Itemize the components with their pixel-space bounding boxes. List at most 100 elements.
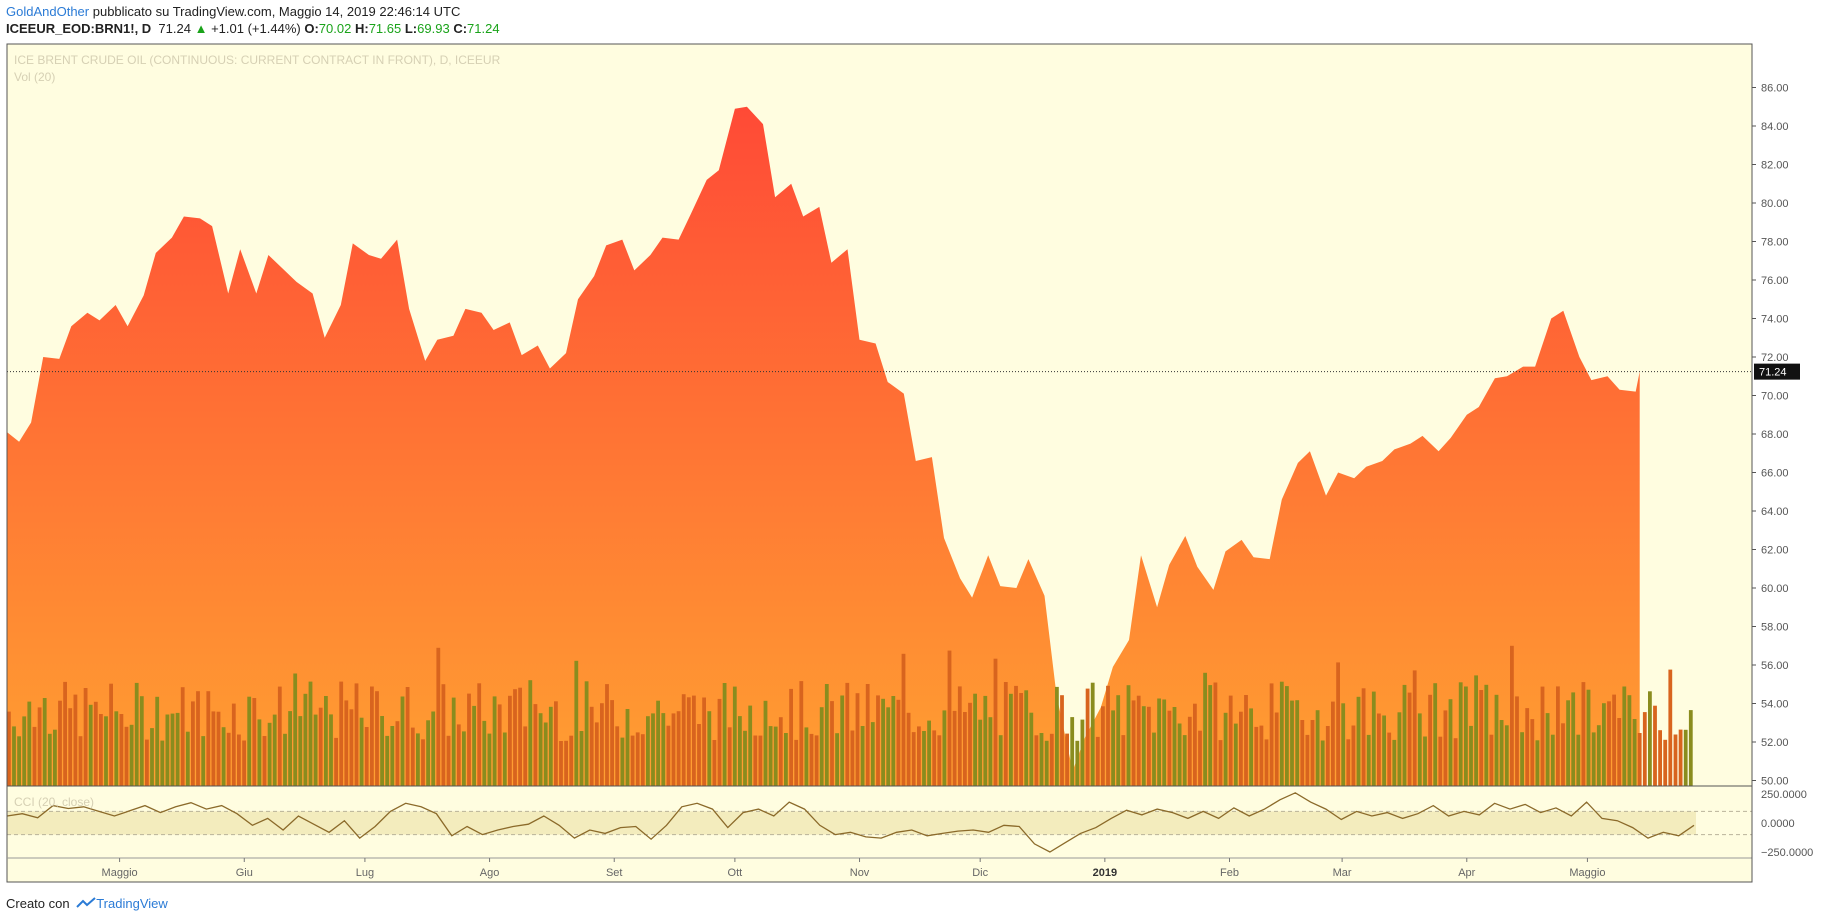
volume-bar <box>1300 720 1305 786</box>
x-tick-label: Mar <box>1333 867 1352 879</box>
volume-bar <box>651 713 655 786</box>
price-area <box>7 106 1640 787</box>
volume-bar <box>37 707 42 786</box>
volume-bar <box>1346 739 1351 786</box>
volume-bar <box>998 735 1003 786</box>
volume-bar <box>42 698 47 786</box>
volume-indicator-label: Vol (20) <box>14 70 55 84</box>
volume-bar <box>1295 700 1300 786</box>
volume-bar <box>1371 691 1376 786</box>
volume-bar <box>1157 698 1161 786</box>
volume-bar <box>778 717 783 786</box>
y-tick-label: 52.00 <box>1761 737 1789 749</box>
volume-bar <box>952 710 957 786</box>
volume-bar <box>1653 705 1657 786</box>
volume-bar <box>860 726 865 786</box>
volume-bar <box>830 701 834 786</box>
volume-bar <box>1612 694 1616 786</box>
volume-bar <box>1484 684 1489 786</box>
change-text: +1.01 (+1.44%) <box>211 21 301 36</box>
volume-bar <box>1550 734 1555 786</box>
volume-bar <box>104 716 108 786</box>
volume-bar <box>773 726 778 786</box>
volume-bar <box>1586 689 1591 786</box>
volume-bar <box>395 721 400 786</box>
volume-bar <box>794 739 799 786</box>
volume-bar <box>886 707 891 786</box>
created-with-label: Creato con <box>6 896 70 911</box>
volume-bar <box>191 701 195 786</box>
volume-bar <box>416 733 420 786</box>
volume-bars <box>7 645 1693 786</box>
volume-bar <box>1141 706 1146 786</box>
volume-bar <box>1581 682 1586 786</box>
volume-bar <box>370 686 374 786</box>
volume-bar <box>993 658 998 786</box>
volume-bar <box>1085 688 1090 786</box>
volume-bar <box>12 726 16 786</box>
volume-bar <box>1469 725 1473 786</box>
volume-bar <box>523 726 528 786</box>
volume-bar <box>1525 708 1530 786</box>
volume-bar <box>359 717 364 786</box>
volume-bar <box>1423 736 1427 786</box>
volume-bar <box>1239 711 1243 786</box>
volume-bar <box>477 683 482 786</box>
volume-bar <box>968 702 972 786</box>
y-tick-label: 72.00 <box>1761 352 1789 364</box>
volume-bar <box>814 735 819 786</box>
volume-bar <box>1377 713 1381 786</box>
volume-bar <box>502 732 507 786</box>
volume-bar <box>845 682 850 786</box>
high-value: 71.65 <box>368 21 402 36</box>
volume-bar <box>1111 710 1115 786</box>
volume-bar <box>231 703 236 786</box>
volume-bar <box>1402 684 1407 786</box>
volume-bar <box>1014 685 1018 786</box>
volume-bar <box>53 729 57 786</box>
close-label: C: <box>453 21 468 36</box>
volume-bar <box>707 711 712 786</box>
volume-bar <box>390 726 395 786</box>
y-tick-label: 64.00 <box>1761 506 1789 518</box>
x-tick-label: Ago <box>480 867 500 879</box>
volume-bar <box>809 733 814 786</box>
volume-bar <box>47 733 52 786</box>
cci-line <box>6 792 1695 853</box>
volume-bar <box>283 733 287 786</box>
volume-bar <box>876 695 880 786</box>
volume-bar <box>400 696 405 786</box>
volume-bar <box>1622 686 1627 786</box>
y-tick-label: 74.00 <box>1761 314 1789 326</box>
volume-bar <box>896 699 901 786</box>
volume-bar <box>911 732 916 786</box>
y-tick-label: 58.00 <box>1761 622 1789 634</box>
volume-bar <box>1055 686 1059 786</box>
volume-bar <box>850 730 855 786</box>
tradingview-link[interactable]: TradingView <box>73 896 168 911</box>
volume-bar <box>421 739 425 786</box>
high-label: H: <box>354 21 369 36</box>
volume-bar <box>216 711 221 786</box>
volume-bar <box>646 716 650 786</box>
volume-bar <box>155 696 160 786</box>
volume-bar <box>32 726 37 786</box>
volume-bar <box>666 725 671 786</box>
volume-bar <box>1648 691 1652 786</box>
volume-bar <box>17 736 21 786</box>
volume-bar <box>1177 723 1182 786</box>
volume-bar <box>1044 740 1049 786</box>
volume-bar <box>1535 740 1540 786</box>
volume-bar <box>334 737 338 786</box>
y-tick-label: 50.00 <box>1761 776 1789 788</box>
volume-bar <box>625 709 630 786</box>
cci-band <box>7 811 1696 835</box>
volume-bar <box>554 701 558 786</box>
x-tick-label: Set <box>606 867 623 879</box>
volume-bar <box>124 726 129 786</box>
author-link[interactable]: GoldAndOther <box>6 4 90 19</box>
volume-bar <box>1131 700 1136 786</box>
volume-bar <box>661 713 666 786</box>
volume-bar <box>1039 733 1044 786</box>
